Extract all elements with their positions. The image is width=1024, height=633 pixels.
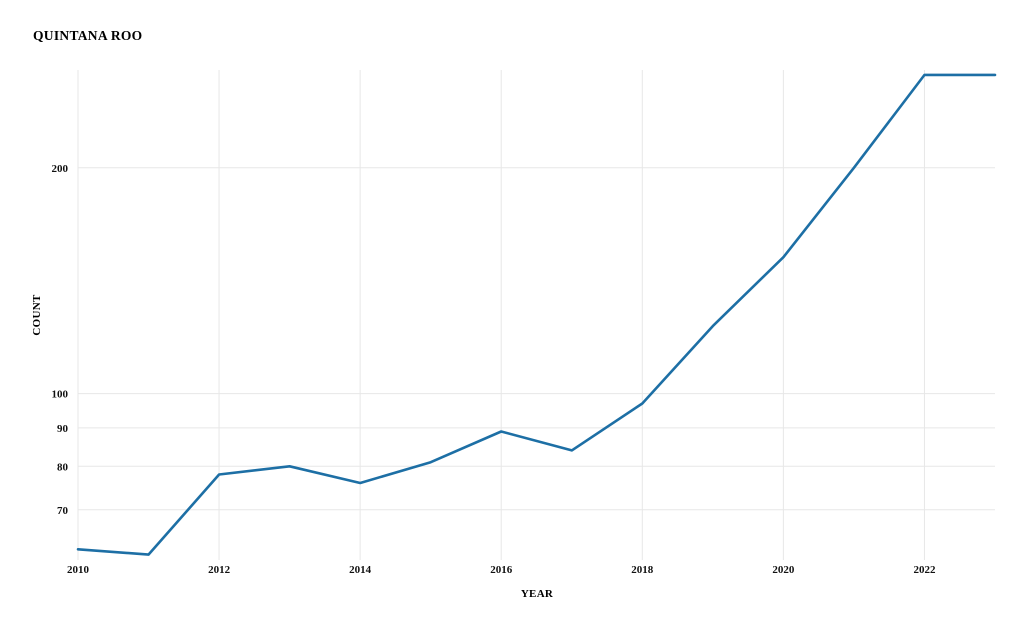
x-tick-label: 2020 (772, 564, 795, 576)
data-line-series (76, 73, 997, 556)
y-tick-label: 80 (57, 461, 69, 473)
x-tick-label: 2010 (67, 564, 90, 576)
x-axis-label: YEAR (520, 588, 554, 600)
x-tick-label: 2016 (490, 564, 513, 576)
x-tick-label: 2012 (208, 564, 231, 576)
y-tick-label: 100 (52, 389, 69, 401)
y-tick-label: 70 (57, 505, 69, 517)
x-tick-label: 2014 (349, 564, 372, 576)
x-tick-label: 2018 (631, 564, 654, 576)
y-tick-label: 200 (52, 163, 69, 175)
x-tick-label: 2022 (913, 564, 936, 576)
y-tick-label: 90 (57, 423, 69, 435)
chart-title: QUINTANA ROO (33, 28, 143, 43)
